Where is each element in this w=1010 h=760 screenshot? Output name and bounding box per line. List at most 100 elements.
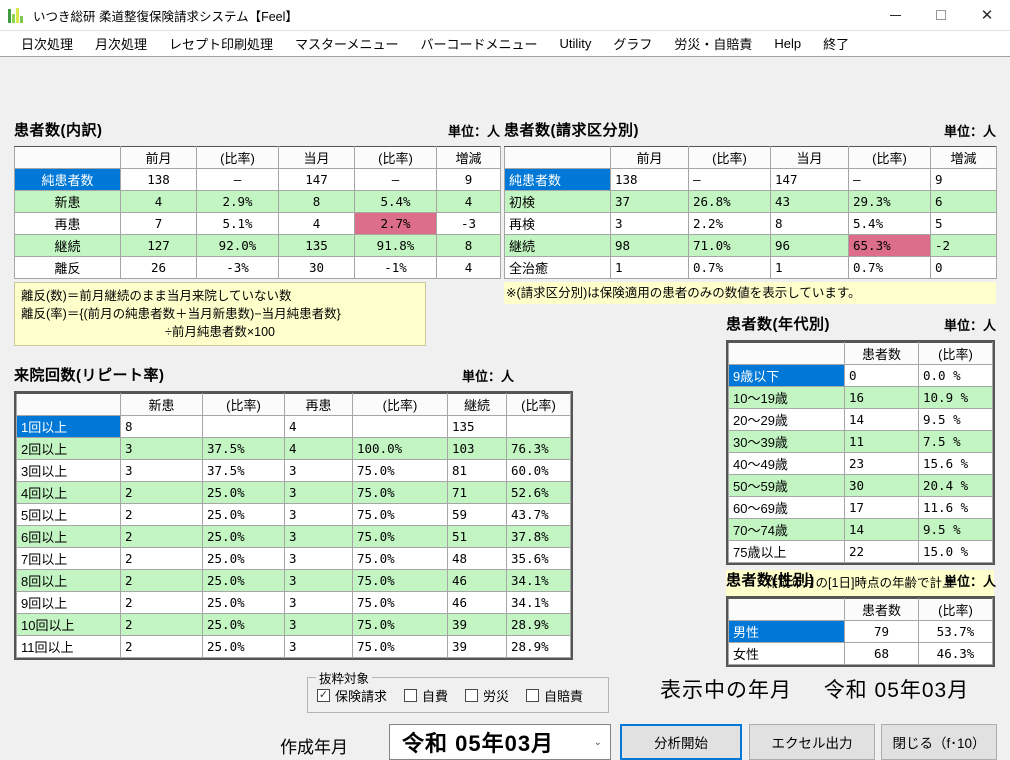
table-row[interactable]: 2回以上 3 37.5% 4 100.0% 103 76.3%	[16, 437, 571, 460]
row-label: 30〜39歳	[728, 430, 845, 453]
maximize-button[interactable]	[918, 0, 964, 31]
checkbox-icon[interactable]	[317, 688, 330, 702]
table-row[interactable]: 純患者数 138 ― 147 ― 9	[14, 168, 501, 191]
table-row[interactable]: 8回以上 2 25.0% 3 75.0% 46 34.1%	[16, 569, 571, 592]
row-label: 3回以上	[16, 459, 121, 482]
table-cell: 37.8%	[506, 525, 571, 548]
analyze-button[interactable]: 分析開始	[620, 724, 742, 760]
table-row[interactable]: 70〜74歳 14 9.5 %	[728, 518, 993, 541]
age-group-table[interactable]: 患者数 (比率) 9歳以下 0 0.0 % 10〜19歳 16 10.9 % 20〜29歳 14 9…	[728, 342, 993, 563]
filter-checkbox-労災[interactable]: 労災	[465, 686, 509, 705]
table-cell: 14	[844, 518, 919, 541]
menu-item-master[interactable]: マスターメニュー	[295, 37, 399, 52]
table-row[interactable]: 再患 7 5.1% 4 2.7% -3	[14, 212, 501, 235]
table-row[interactable]: 10〜19歳 16 10.9 %	[728, 386, 993, 409]
main-content: 患者数(内訳) 単位：人 前月 (比率) 当月 (比率) 増減 純患者数 138 ― 147 ― 9…	[0, 57, 1010, 760]
filter-checkbox-自賠責[interactable]: 自賠責	[526, 686, 583, 705]
minimize-button[interactable]	[872, 0, 918, 31]
created-month-select[interactable]: 令和 05年03月 ⌄	[389, 724, 611, 760]
chevron-down-icon[interactable]: ⌄	[593, 736, 602, 748]
table-row[interactable]: 6回以上 2 25.0% 3 75.0% 51 37.8%	[16, 525, 571, 548]
table-cell: 16	[844, 386, 919, 409]
displaying-month: 表示中の年月 令和 05年03月	[660, 674, 969, 704]
checkbox-icon[interactable]	[526, 688, 540, 702]
breakdown-title: 患者数(内訳)	[14, 122, 103, 139]
table-row[interactable]: 50〜59歳 30 20.4 %	[728, 474, 993, 497]
menu-item-help[interactable]: Help	[774, 36, 802, 51]
table-row[interactable]: 継続 98 71.0% 96 65.3% -2	[504, 234, 997, 257]
table-cell: 48	[447, 547, 507, 570]
table-row[interactable]: 3回以上 3 37.5% 3 75.0% 81 60.0%	[16, 459, 571, 482]
table-row[interactable]: 11回以上 2 25.0% 3 75.0% 39 28.9%	[16, 635, 571, 658]
table-cell: 25.0%	[202, 547, 285, 570]
table-row[interactable]: 10回以上 2 25.0% 3 75.0% 39 28.9%	[16, 613, 571, 636]
close-icon[interactable]: ✕	[980, 7, 994, 24]
row-label: 7回以上	[16, 547, 121, 570]
table-cell: 4	[436, 190, 501, 213]
row-label: 4回以上	[16, 481, 121, 504]
row-label: 5回以上	[16, 503, 121, 526]
table-cell: 4	[436, 256, 501, 279]
checkbox-icon[interactable]	[465, 688, 479, 702]
menu-item-daily[interactable]: 日次処理	[21, 37, 74, 52]
table-cell: 71.0%	[688, 234, 771, 257]
table-cell: 53.7%	[918, 620, 993, 643]
menu-item-monthly[interactable]: 月次処理	[95, 37, 148, 52]
filter-checkbox-label: 保険請求	[335, 688, 388, 704]
breakdown-unit: 単位：人	[447, 124, 500, 139]
repeat-rate-table[interactable]: 新患 (比率) 再患 (比率) 継続 (比率) 1回以上 8 4 135 2回以上 3 37.5% 4 10…	[16, 393, 571, 658]
breakdown-table[interactable]: 前月 (比率) 当月 (比率) 増減 純患者数 138 ― 147 ― 9 新患 4 2.9% 8 5.4% 4…	[14, 146, 501, 279]
table-cell: 3	[284, 547, 353, 570]
table-row[interactable]: 20〜29歳 14 9.5 %	[728, 408, 993, 431]
menu-item-utility[interactable]: Utility	[559, 36, 592, 51]
table-cell: 3	[284, 459, 353, 482]
table-cell: 4	[284, 415, 353, 438]
table-cell: 51	[447, 525, 507, 548]
table-row[interactable]: 新患 4 2.9% 8 5.4% 4	[14, 190, 501, 213]
menu-item-graph[interactable]: グラフ	[613, 37, 653, 52]
table-row[interactable]: 離反 26 -3% 30 -1% 4	[14, 256, 501, 279]
table-row[interactable]: 60〜69歳 17 11.6 %	[728, 496, 993, 519]
table-row[interactable]: 40〜49歳 23 15.6 %	[728, 452, 993, 475]
table-row[interactable]: 5回以上 2 25.0% 3 75.0% 59 43.7%	[16, 503, 571, 526]
table-cell: 39	[447, 613, 507, 636]
age-group-title: 患者数(年代別)	[726, 316, 830, 333]
table-row[interactable]: 4回以上 2 25.0% 3 75.0% 71 52.6%	[16, 481, 571, 504]
table-cell: 8	[770, 212, 849, 235]
checkbox-icon[interactable]	[404, 688, 418, 702]
table-row[interactable]: 再検 3 2.2% 8 5.4% 5	[504, 212, 997, 235]
table-row[interactable]: 継続 127 92.0% 135 91.8% 8	[14, 234, 501, 257]
table-cell: 11	[844, 430, 919, 453]
table-row[interactable]: 9回以上 2 25.0% 3 75.0% 46 34.1%	[16, 591, 571, 614]
table-cell	[506, 415, 571, 438]
filter-checkbox-自費[interactable]: 自費	[404, 686, 448, 705]
filter-checkbox-label: 自費	[422, 688, 449, 704]
column-header	[728, 598, 845, 621]
table-cell: 3	[610, 212, 689, 235]
table-row[interactable]: 30〜39歳 11 7.5 %	[728, 430, 993, 453]
excel-export-button[interactable]: エクセル出力	[749, 724, 875, 760]
table-row[interactable]: 女性 68 46.3%	[728, 642, 993, 665]
column-header: 増減	[436, 146, 501, 169]
table-row[interactable]: 7回以上 2 25.0% 3 75.0% 48 35.6%	[16, 547, 571, 570]
table-row[interactable]: 1回以上 8 4 135	[16, 415, 571, 438]
menu-item-rosai[interactable]: 労災・自賠責	[674, 37, 753, 52]
table-row[interactable]: 初検 37 26.8% 43 29.3% 6	[504, 190, 997, 213]
table-row[interactable]: 男性 79 53.7%	[728, 620, 993, 643]
table-cell: 76.3%	[506, 437, 571, 460]
row-label: 6回以上	[16, 525, 121, 548]
sex-table[interactable]: 患者数 (比率) 男性 79 53.7% 女性 68 46.3%	[728, 598, 993, 665]
table-row[interactable]: 全治癒 1 0.7% 1 0.7% 0	[504, 256, 997, 279]
menu-item-barcode[interactable]: バーコードメニュー	[420, 37, 538, 52]
table-row[interactable]: 純患者数 138 ― 147 ― 9	[504, 168, 997, 191]
table-row[interactable]: 9歳以下 0 0.0 %	[728, 364, 993, 387]
table-row[interactable]: 75歳以上 22 15.0 %	[728, 540, 993, 563]
claim-type-table[interactable]: 前月 (比率) 当月 (比率) 増減 純患者数 138 ― 147 ― 9 初検 37 26.8% 43 29…	[504, 146, 997, 279]
menu-item-exit[interactable]: 終了	[823, 37, 850, 52]
column-header: (比率)	[688, 146, 771, 169]
table-cell: 8	[120, 415, 203, 438]
menu-item-receipt-print[interactable]: レセプト印刷処理	[169, 37, 274, 52]
close-button[interactable]: 閉じる（f･10）	[881, 724, 997, 760]
table-cell: 22	[844, 540, 919, 563]
filter-checkbox-保険請求[interactable]: 保険請求	[317, 686, 387, 705]
